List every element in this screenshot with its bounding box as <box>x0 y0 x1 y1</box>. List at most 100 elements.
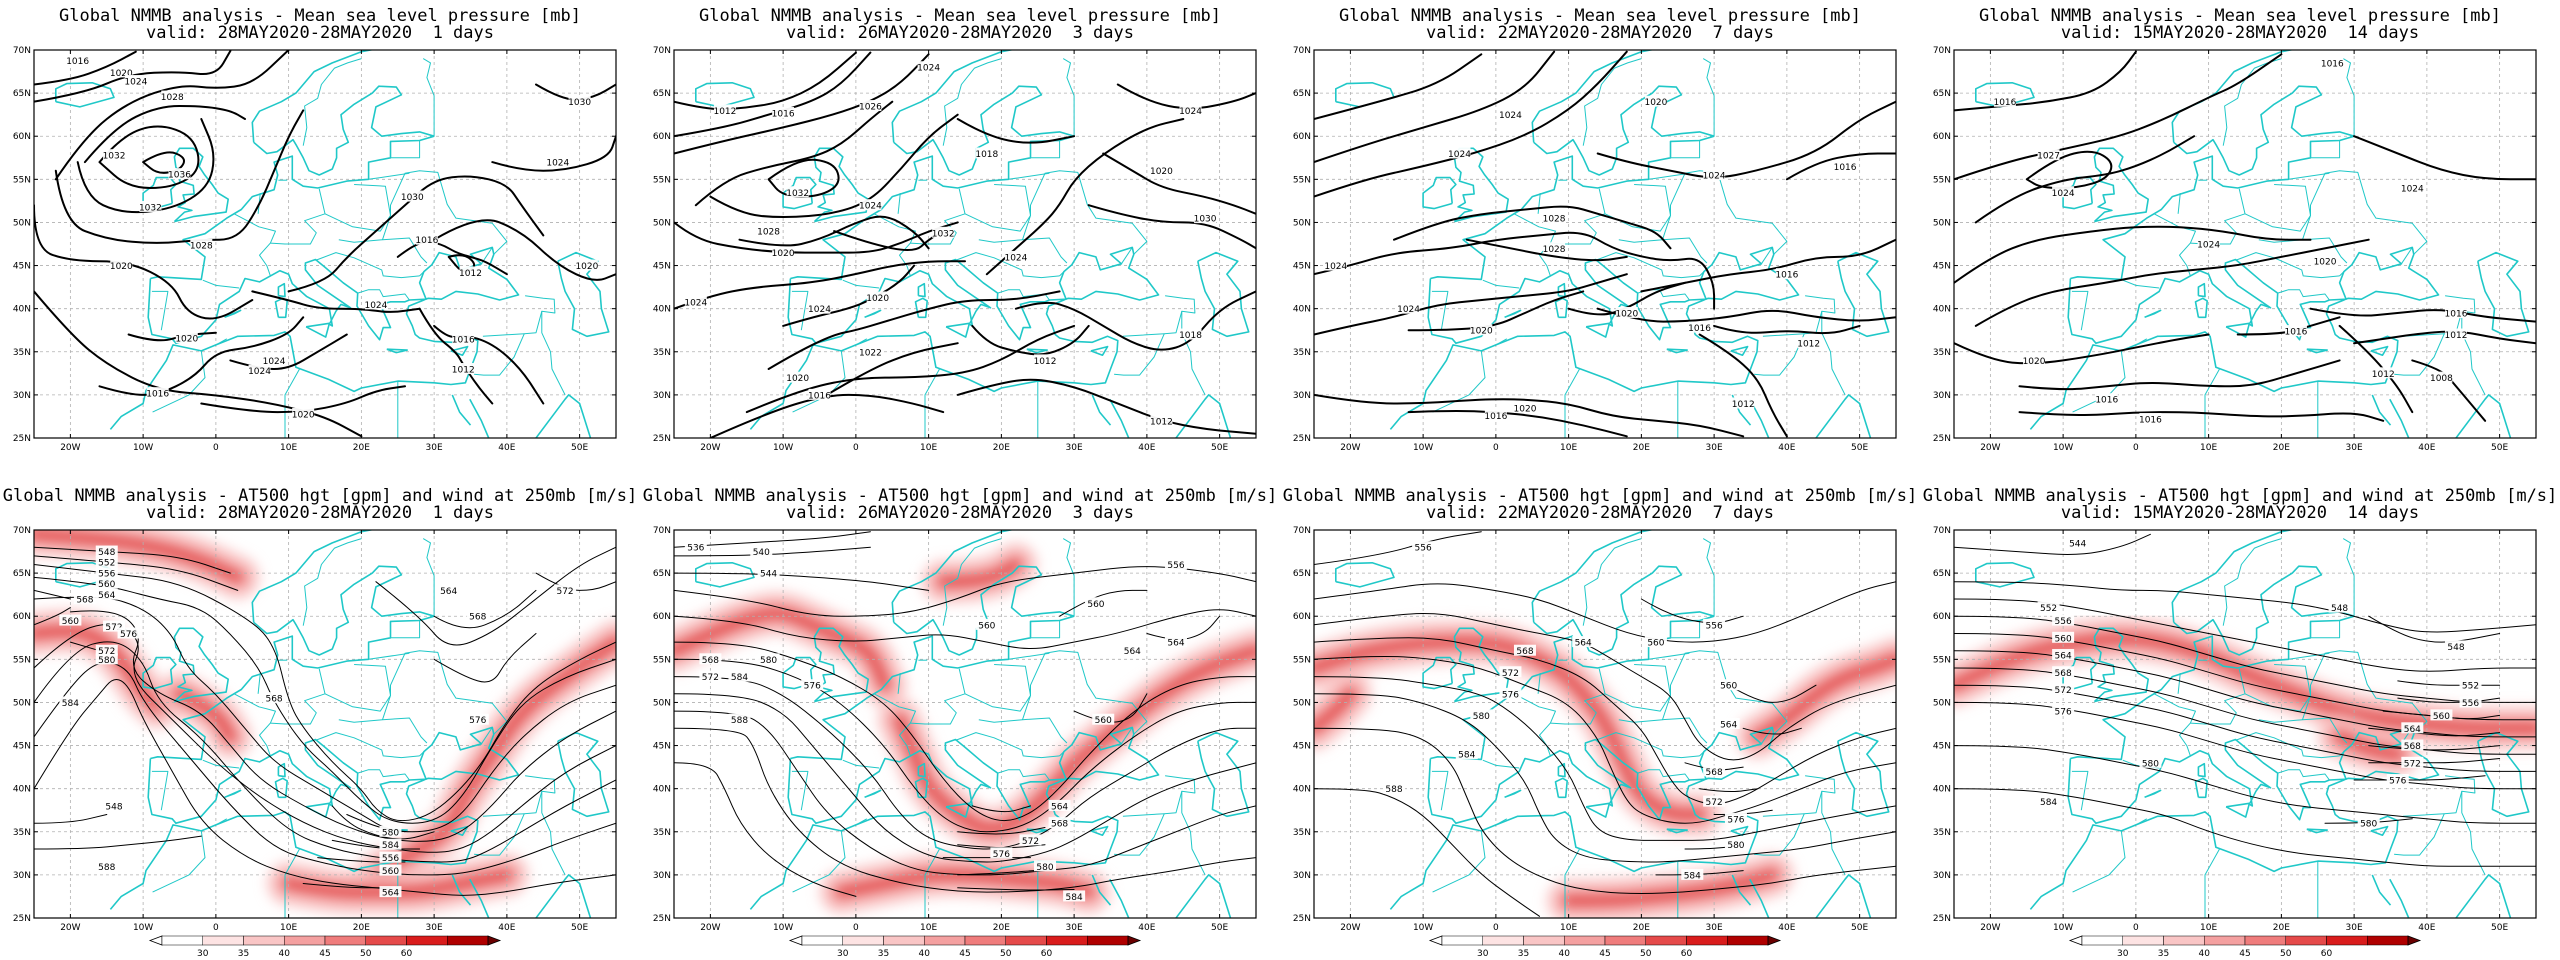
colorbar-min-arrow <box>1428 935 1443 946</box>
contour-line <box>535 572 616 591</box>
coastline <box>305 322 331 338</box>
lon-tick-label: 40E <box>498 443 515 453</box>
contour-label: 1016 <box>2095 396 2118 406</box>
contour-label: 1030 <box>401 193 424 203</box>
contour-label-bg <box>73 592 96 604</box>
colorbar-tick-label: 50 <box>1000 949 1012 959</box>
contour-label-bg <box>110 259 133 271</box>
contour-label-bg <box>2444 328 2467 340</box>
coastline <box>469 398 490 438</box>
contour-label-bg <box>2401 722 2424 734</box>
panel-subtitle: valid: 15MAY2020-28MAY2020 14 days <box>2060 503 2420 523</box>
coastline <box>917 282 926 298</box>
contour-label-bg <box>379 886 402 898</box>
contour-line <box>1314 655 1896 824</box>
contour-line <box>1954 53 2283 181</box>
coastline <box>274 297 289 319</box>
coastline <box>1585 802 1611 818</box>
contours: 1016 1016 1027 1024 1024 1020 1020 1016 1016 1012… <box>1954 50 2536 426</box>
contour-label-bg <box>713 104 736 116</box>
colorbar-cell <box>1046 935 1088 946</box>
contour-label: 1030 <box>1194 215 1217 225</box>
contour-label-bg <box>379 864 402 876</box>
colorbar-tick-label: 35 <box>2158 949 2169 959</box>
contour-label-bg <box>117 627 140 639</box>
lon-tick-label: 20E <box>993 443 1010 453</box>
contour-label: 1024 <box>2197 241 2220 251</box>
colorbar-tick-label: 60 <box>2321 949 2333 959</box>
lon-tick-label: 10E <box>2200 923 2217 933</box>
country-border <box>2339 271 2345 277</box>
contour-label: 576 <box>1502 690 1519 700</box>
contour-label-bg <box>1121 644 1144 656</box>
plot-frame <box>1953 49 2537 439</box>
contour-line <box>83 105 246 164</box>
contour-label: 1020 <box>175 334 198 344</box>
lat-tick-label: 45N <box>1933 742 1951 752</box>
country-border <box>422 538 435 617</box>
contour-label: 580 <box>382 828 399 838</box>
wind-colorbar: 30 35 40 45 50 60 <box>788 935 1142 959</box>
axis-ticks: 70N 65N 60N 55N 50N 45N 40N 35N 30N 25N 20W 10W 0 10E… <box>1293 526 1896 933</box>
contour-label: 1032 <box>103 152 126 162</box>
colorbar-cell <box>2122 935 2164 946</box>
country-border <box>1062 538 1075 617</box>
coastline <box>2062 176 2097 210</box>
coastline <box>790 615 1075 761</box>
colorbar-cell <box>1087 935 1129 946</box>
country-border <box>1181 311 1206 396</box>
contour-line <box>1728 684 1817 703</box>
coastline <box>1730 825 1749 837</box>
lon-tick-label: 10W <box>133 923 153 933</box>
coastline <box>893 85 1075 176</box>
contour-line <box>34 624 616 853</box>
country-border <box>357 769 410 781</box>
colorbar-tick-label: 60 <box>1681 949 1693 959</box>
country-border <box>368 172 410 180</box>
lon-tick-label: 10E <box>2200 443 2217 453</box>
country-border <box>1662 170 1788 255</box>
contour-label-bg <box>2095 393 2118 405</box>
country-border <box>2153 693 2196 757</box>
contour-label: 584 <box>1458 751 1475 761</box>
contour-label-bg <box>2052 666 2075 678</box>
lat-tick-label: 55N <box>653 175 671 185</box>
country-border <box>2402 775 2476 817</box>
contour-label-bg <box>1150 164 1173 176</box>
contour-line <box>2368 727 2501 737</box>
country-border <box>2177 193 2181 214</box>
contour-label-bg <box>1470 324 1493 336</box>
contour-label: 564 <box>382 889 399 899</box>
coastlines <box>1974 530 2530 918</box>
contour-line <box>1954 745 2536 824</box>
gridlines <box>34 530 616 918</box>
country-border <box>1821 311 1846 396</box>
country-border <box>1482 759 1520 769</box>
contour-label-bg <box>2023 354 2046 366</box>
map-panel-mslp-14d: Global NMMB analysis - Mean sea level pr… <box>1920 0 2560 480</box>
coastline <box>2477 251 2530 338</box>
country-border <box>324 664 391 712</box>
country-border <box>964 184 1031 232</box>
contour-label: 1024 <box>1324 262 1347 272</box>
coastline <box>782 656 817 690</box>
contour-label: 1024 <box>1499 111 1522 121</box>
colorbar-tick-label: 35 <box>238 949 249 959</box>
contour-line <box>1314 581 1896 643</box>
axis-ticks: 70N 65N 60N 55N 50N 45N 40N 35N 30N 25N 20W 10W 0 10E… <box>1293 46 1896 453</box>
lon-tick-label: 0 <box>1493 443 1499 453</box>
country-border <box>422 58 435 137</box>
contour-line <box>1314 613 1896 761</box>
contour-label-bg <box>859 345 882 357</box>
axis-ticks: 70N 65N 60N 55N 50N 45N 40N 35N 30N 25N 20W 10W 0 10E… <box>653 46 1256 453</box>
contour-line <box>985 118 1185 276</box>
country-border <box>1008 652 1050 660</box>
contour-label-bg <box>2321 56 2344 68</box>
contour-label: 552 <box>2462 682 2479 692</box>
contour-label-bg <box>808 388 831 400</box>
lon-tick-label: 10W <box>2053 923 2073 933</box>
coastline <box>1974 562 2035 588</box>
lon-tick-label: 30E <box>1706 923 1723 933</box>
lon-tick-label: 20E <box>993 923 1010 933</box>
country-border <box>1702 58 1715 137</box>
